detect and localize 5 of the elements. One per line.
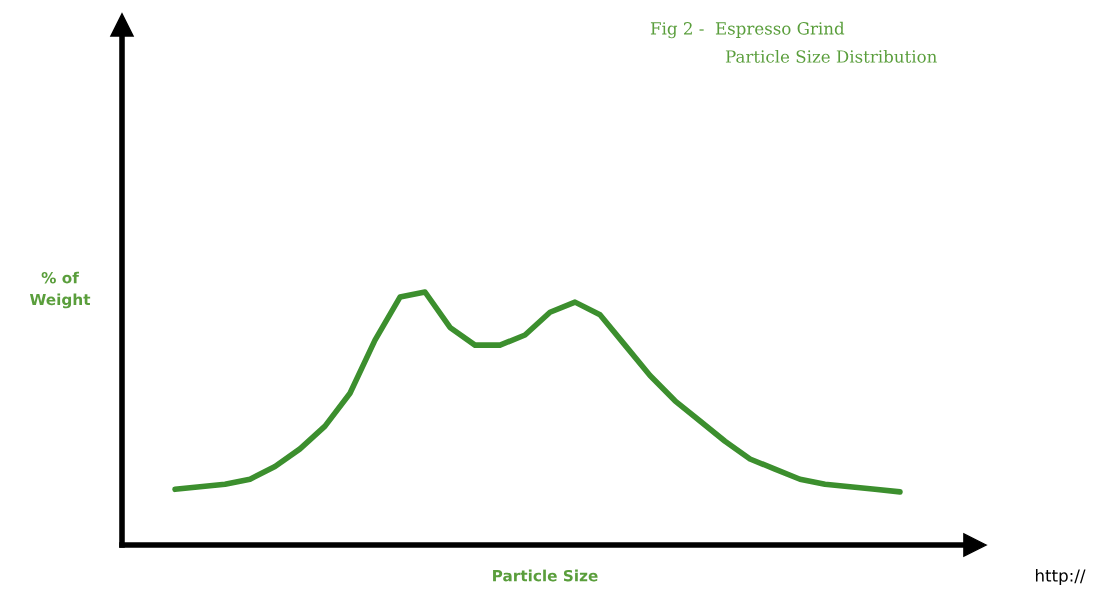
x-axis-title: Particle Size xyxy=(493,569,598,582)
y-axis-title: % of Weight xyxy=(29,271,91,309)
text: http:// xyxy=(1035,568,1086,586)
chart-title: Fig 2 - Espresso Grind xyxy=(650,21,845,39)
chart-subtitle: Particle Size Distribution xyxy=(725,49,937,63)
